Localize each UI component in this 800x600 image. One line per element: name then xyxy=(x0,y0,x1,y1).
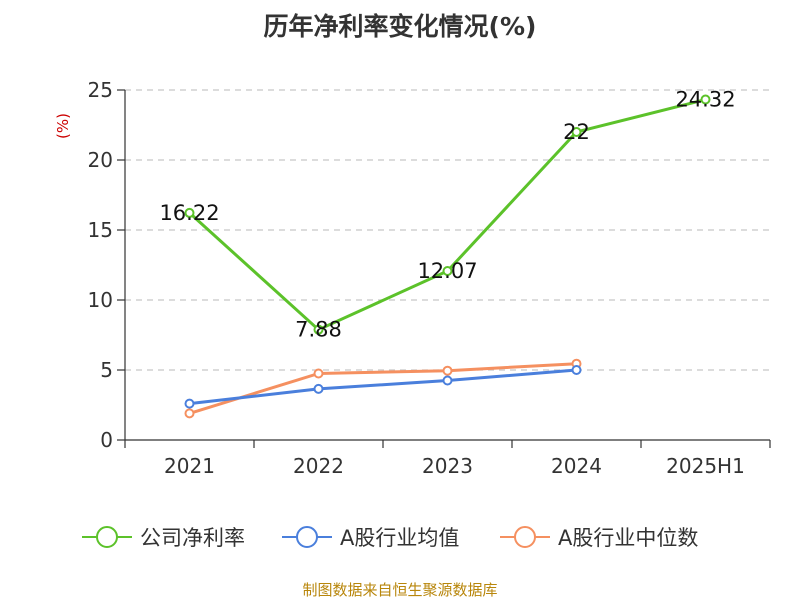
grid-lines xyxy=(125,89,770,371)
y-tick-label-25: 25 xyxy=(88,78,113,102)
legend-marker-2 xyxy=(514,526,536,548)
x-tick-label-2022: 2022 xyxy=(293,454,344,478)
series-layer xyxy=(184,94,711,419)
series-1-point-2024 xyxy=(571,365,582,375)
series-0 xyxy=(184,94,711,335)
series-line-1 xyxy=(189,368,577,406)
data-label-2023: 12.07 xyxy=(417,259,477,283)
series-1 xyxy=(184,365,582,409)
data-label-2022: 7.88 xyxy=(295,318,342,342)
y-tick-label-20: 20 xyxy=(88,148,113,172)
data-labels: 16.22 7.88 12.07 22 24.32 xyxy=(159,88,735,342)
x-tick-label-2025H1: 2025H1 xyxy=(666,454,745,478)
data-label-2025H1: 24.32 xyxy=(675,88,735,112)
series-2-point-2021 xyxy=(184,408,195,419)
legend-marker-1 xyxy=(296,526,318,548)
data-source-note: 制图数据来自恒生聚源数据库 xyxy=(302,581,497,599)
series-line-0 xyxy=(188,98,706,332)
x-tick-label-2021: 2021 xyxy=(164,454,215,478)
y-tick-label-5: 5 xyxy=(100,358,113,382)
series-0-point-2023 xyxy=(442,266,453,277)
y-axis-unit: (%) xyxy=(54,113,72,139)
series-2-point-2022 xyxy=(313,368,324,379)
series-line-2 xyxy=(189,362,577,415)
axes: 0 5 10 15 20 25 2021 2022 2023 2024 2025H1 xyxy=(88,78,771,478)
y-tick-label-10: 10 xyxy=(88,288,113,312)
y-tick-label-0: 0 xyxy=(100,428,113,452)
data-label-2024: 22 xyxy=(563,120,590,144)
legend-marker-0 xyxy=(96,526,118,548)
x-tick-label-2024: 2024 xyxy=(551,454,602,478)
series-1-point-2023 xyxy=(442,375,453,386)
series-0-point-2025H1 xyxy=(700,94,711,105)
series-1-point-2022 xyxy=(313,383,324,394)
x-tick-label-2023: 2023 xyxy=(422,454,473,478)
chart-title: 历年净利率变化情况(%) xyxy=(264,12,537,41)
legend-label-1: A股行业均值 xyxy=(340,526,459,550)
legend-item-1: A股行业均值 xyxy=(282,526,459,550)
data-label-2021: 16.22 xyxy=(159,201,219,225)
legend: 公司净利率 A股行业均值 A股行业中位数 xyxy=(82,526,698,550)
legend-label-0: 公司净利率 xyxy=(140,526,245,550)
y-tick-label-15: 15 xyxy=(88,218,113,242)
legend-item-2: A股行业中位数 xyxy=(500,526,698,550)
series-0-point-2021 xyxy=(184,207,195,218)
legend-item-0: 公司净利率 xyxy=(82,526,245,550)
series-0-point-2022 xyxy=(313,324,324,335)
series-2 xyxy=(184,358,582,419)
series-1-point-2021 xyxy=(184,398,195,409)
legend-label-2: A股行业中位数 xyxy=(558,526,698,550)
series-0-point-2024 xyxy=(571,127,582,137)
series-2-point-2023 xyxy=(442,365,453,376)
